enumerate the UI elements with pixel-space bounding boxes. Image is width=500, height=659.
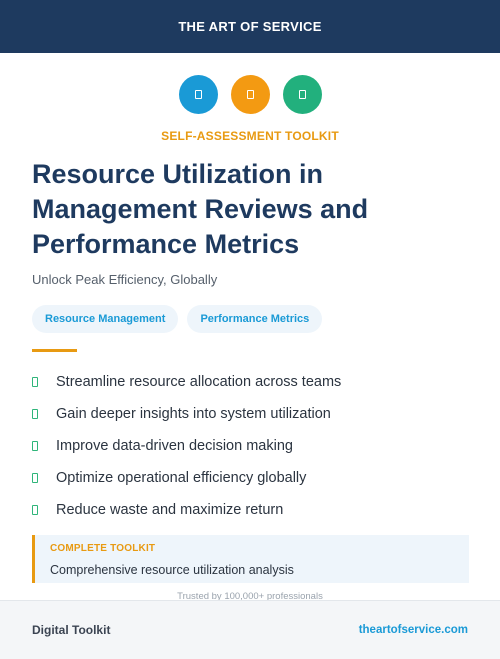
document-icon xyxy=(246,90,254,99)
feature-text: Optimize operational efficiency globally xyxy=(56,470,307,486)
subtitle: Unlock Peak Efficiency, Globally xyxy=(32,272,218,287)
tag-performance-metrics: Performance Metrics xyxy=(187,305,323,333)
check-icon xyxy=(32,441,38,451)
feature-text: Gain deeper insights into system utiliza… xyxy=(56,406,331,422)
header-bar: THE ART OF SERVICE xyxy=(0,0,500,53)
website-link[interactable]: theartofservice.com xyxy=(358,624,468,636)
callout-label: COMPLETE TOOLKIT xyxy=(50,543,156,554)
feature-text: Reduce waste and maximize return xyxy=(56,502,284,518)
feature-list: Streamline resource allocation across te… xyxy=(32,366,472,526)
icon-row xyxy=(0,75,500,114)
green-circle-icon xyxy=(282,75,322,114)
feature-text: Improve data-driven decision making xyxy=(56,438,293,454)
feature-item: Reduce waste and maximize return xyxy=(32,494,472,526)
feature-text: Streamline resource allocation across te… xyxy=(56,374,342,390)
orange-circle-icon xyxy=(230,75,270,114)
check-icon xyxy=(32,505,38,515)
check-icon xyxy=(32,473,38,483)
feature-item: Streamline resource allocation across te… xyxy=(32,366,472,398)
tag-resource-management: Resource Management xyxy=(32,305,179,333)
brand-name: THE ART OF SERVICE xyxy=(178,19,322,34)
page-title: Resource Utilization in Management Revie… xyxy=(32,159,369,259)
trusted-note: Trusted by 100,000+ professionals xyxy=(177,591,323,601)
feature-item: Gain deeper insights into system utiliza… xyxy=(32,398,472,430)
blue-circle-icon xyxy=(178,75,218,114)
tag-list: Resource Management Performance Metrics xyxy=(32,305,323,333)
toolkit-callout: COMPLETE TOOLKIT Comprehensive resource … xyxy=(32,535,469,583)
eyebrow-label: SELF-ASSESSMENT TOOLKIT xyxy=(161,129,339,143)
callout-text: Comprehensive resource utilization analy… xyxy=(50,563,294,577)
accent-divider xyxy=(32,349,77,352)
document-icon xyxy=(194,90,202,99)
check-icon xyxy=(32,377,38,387)
feature-item: Improve data-driven decision making xyxy=(32,430,472,462)
document-icon xyxy=(298,90,306,99)
feature-item: Optimize operational efficiency globally xyxy=(32,462,472,494)
check-icon xyxy=(32,409,38,419)
footer-bar: Digital Toolkit theartofservice.com xyxy=(0,600,500,659)
footer-label: Digital Toolkit xyxy=(32,623,111,637)
